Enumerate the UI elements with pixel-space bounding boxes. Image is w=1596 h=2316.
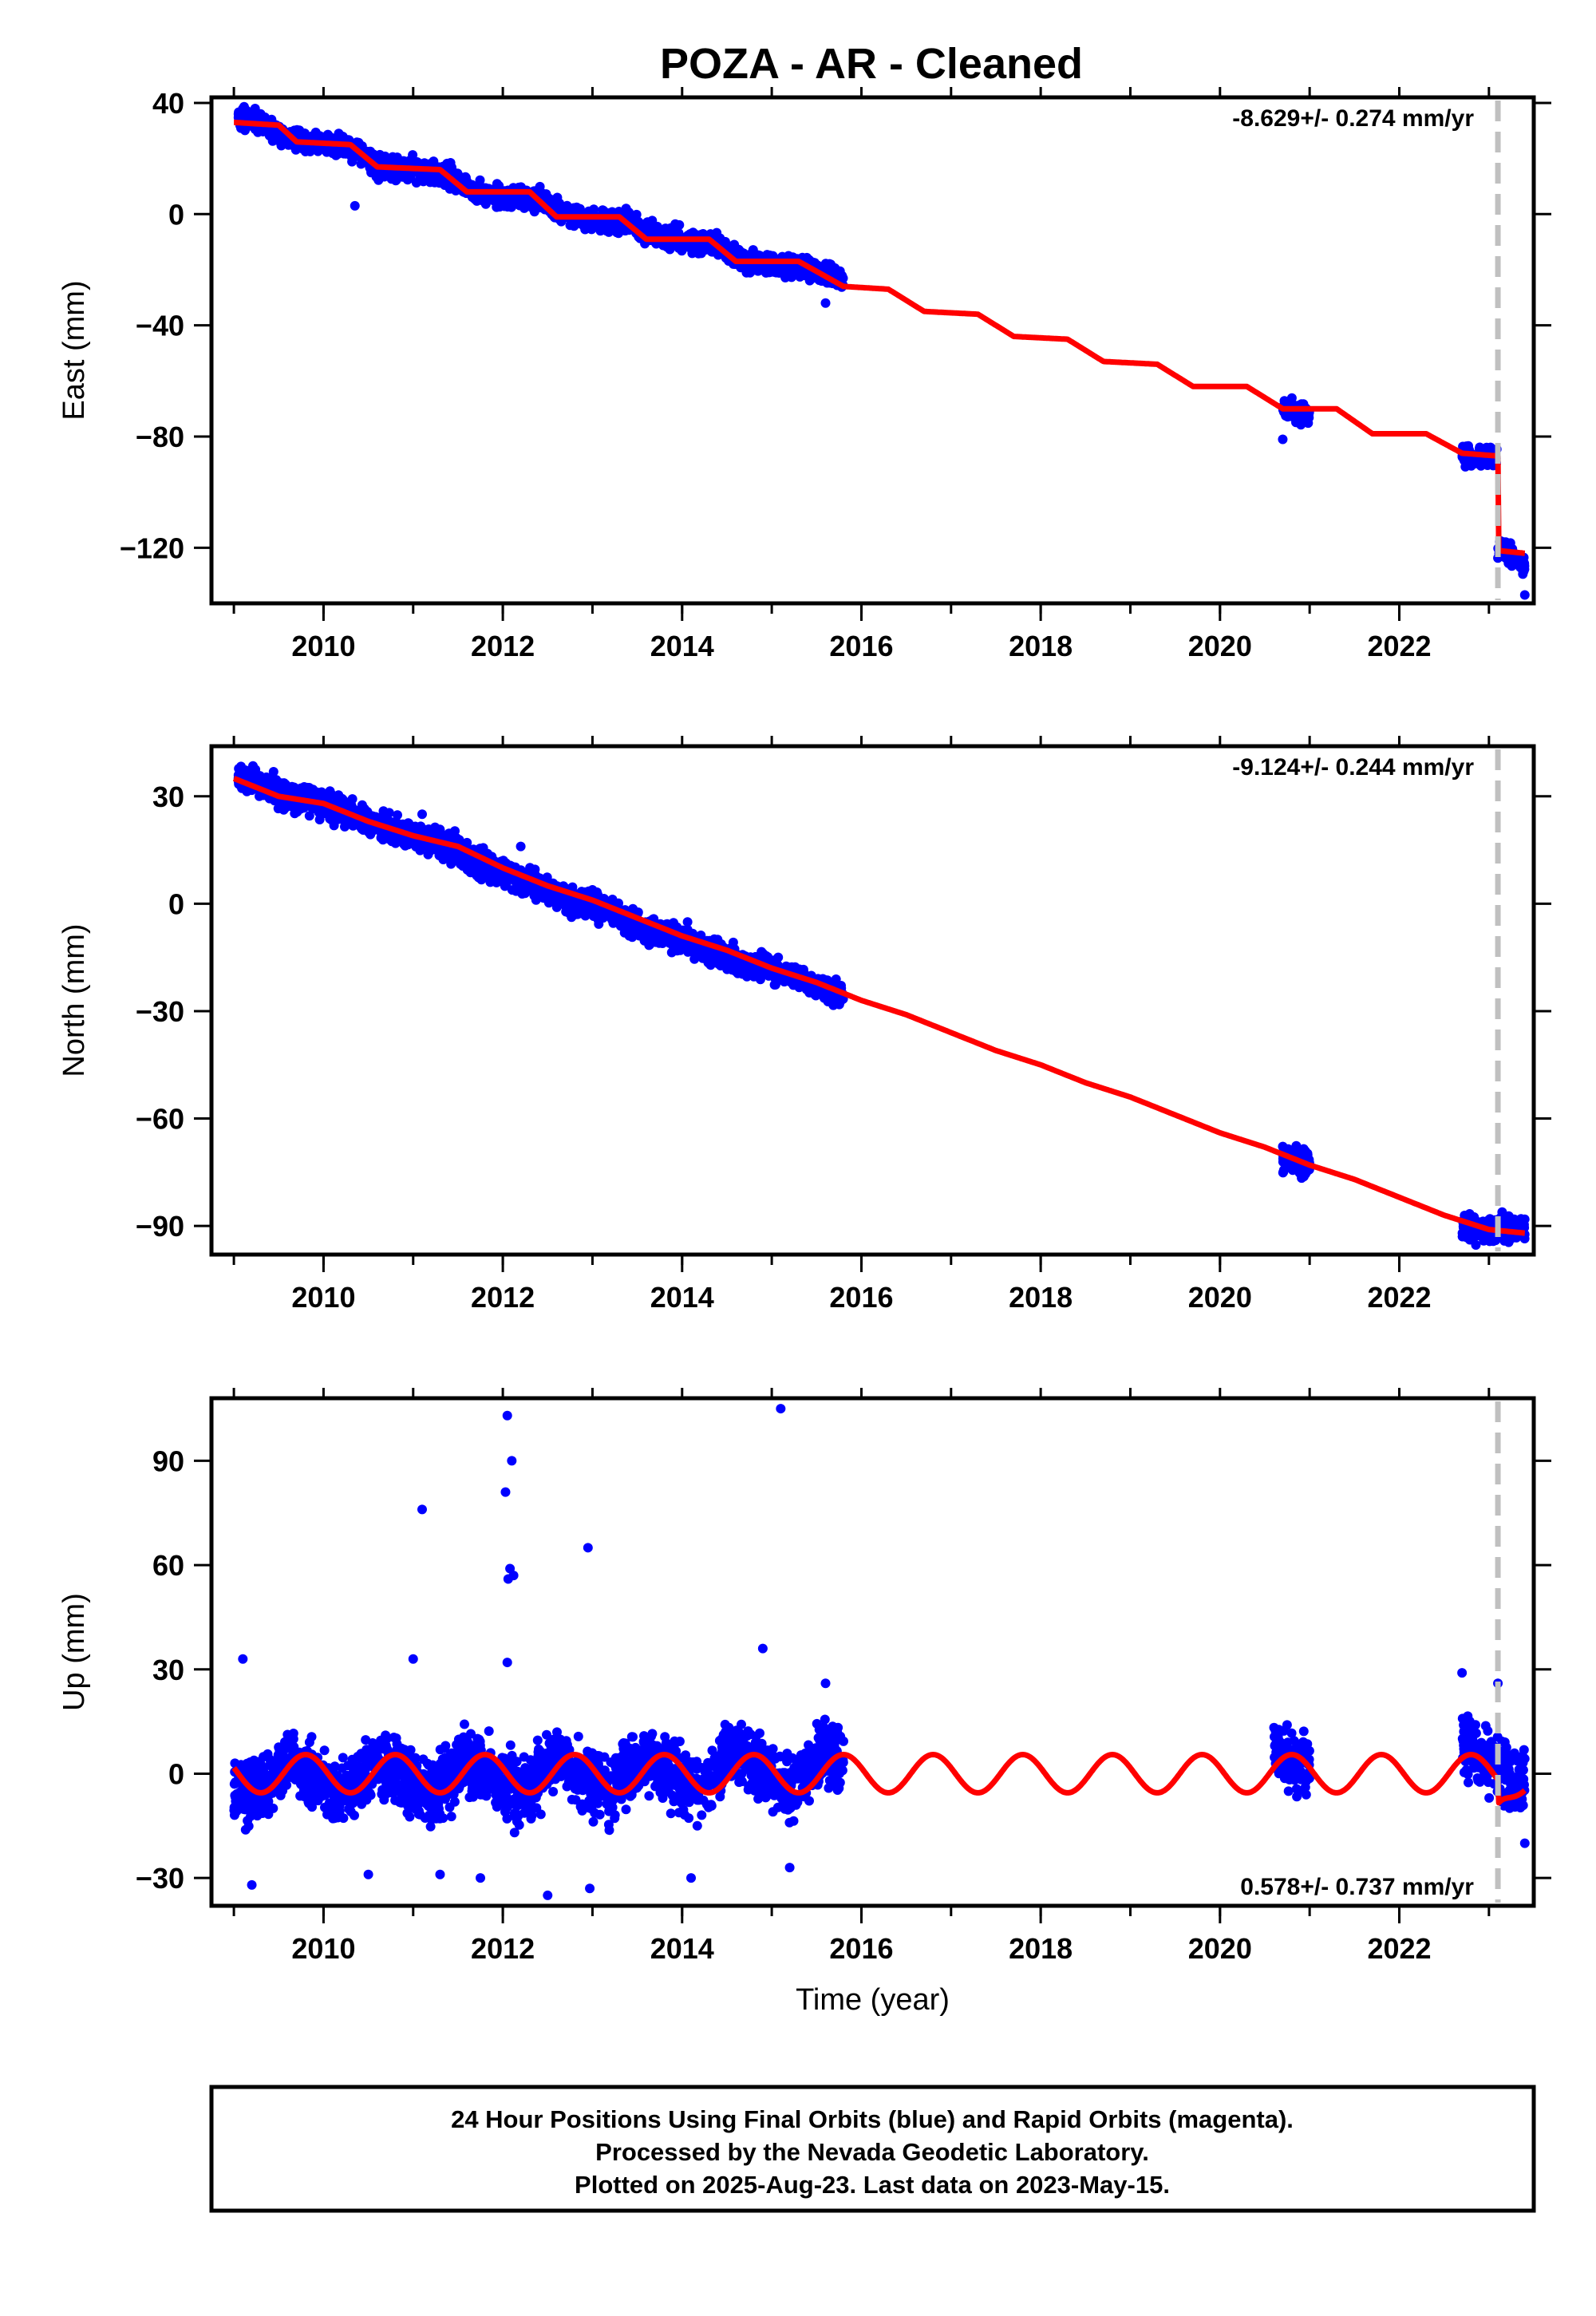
north-data-point	[810, 990, 820, 1000]
north-data-point	[270, 778, 280, 788]
north-data-point	[773, 952, 784, 962]
north-data-point	[289, 782, 299, 792]
east-data-point	[408, 150, 418, 160]
east-x-tick-label: 2014	[650, 630, 714, 662]
figure-title: POZA - AR - Cleaned	[660, 40, 1083, 88]
north-data-point	[236, 761, 246, 772]
east-x-tick-label: 2012	[471, 630, 535, 662]
north-data-point	[334, 790, 344, 800]
north-data-point	[458, 858, 468, 868]
east-data-point	[1512, 559, 1523, 569]
east-data-point	[1518, 569, 1528, 579]
east-data-point	[549, 196, 559, 207]
north-panel: 2010 2012 2014 2016 2018 2020 2022300−30−60−90…	[57, 736, 1551, 1314]
east-x-tick-label: 2020	[1188, 630, 1252, 662]
north-data-point	[415, 845, 425, 856]
north-data-point	[654, 938, 665, 948]
north-data-point	[1288, 1165, 1298, 1176]
north-data-point	[314, 815, 325, 824]
north-data-point	[514, 879, 524, 890]
north-data-point	[747, 963, 757, 974]
east-data-point	[422, 173, 432, 184]
east-data-point	[388, 171, 398, 181]
north-data-point	[377, 812, 387, 823]
east-x-tick-label: 2010	[291, 630, 355, 662]
east-outlier-point	[1519, 590, 1530, 600]
north-data-point	[628, 923, 638, 933]
north-data-point	[406, 822, 417, 832]
north-data-point	[761, 951, 771, 961]
east-plot-area	[231, 101, 1530, 600]
north-plot-area	[231, 761, 1530, 1250]
east-outlier-point	[820, 298, 831, 308]
north-data-point	[565, 901, 575, 911]
east-y-tick-label: −120	[120, 532, 184, 564]
north-data-point	[757, 970, 768, 981]
east-panel: 2010 2012 2014 2016 2018 2020 2022 40 0 −40 −80 −12…	[57, 87, 1551, 662]
east-data-point	[346, 152, 357, 162]
east-data-point	[736, 247, 746, 257]
east-x-tick-label: 2016	[829, 630, 893, 662]
east-y-tick-label: 0	[168, 198, 184, 231]
north-data-point	[666, 947, 677, 958]
north-data-point	[628, 931, 638, 941]
east-rate-label: -8.629+/- 0.274 mm/yr	[1232, 105, 1474, 132]
east-data-point	[440, 180, 450, 190]
east-data-point	[516, 198, 526, 208]
north-data-point	[722, 956, 733, 966]
east-data-point	[310, 127, 321, 137]
east-data-point	[665, 244, 675, 255]
east-x-tick-label: 2022	[1367, 630, 1431, 662]
north-data-point	[416, 824, 426, 835]
east-data-point	[327, 148, 338, 158]
north-data-point	[391, 816, 401, 827]
east-data-point	[687, 241, 697, 251]
east-data-point	[405, 173, 416, 184]
east-data-point	[500, 201, 510, 211]
east-data-point	[1292, 415, 1302, 425]
north-data-point	[308, 804, 318, 814]
north-data-point	[500, 881, 510, 891]
east-data-point	[283, 140, 294, 150]
east-x-tick-label: 2018	[1009, 630, 1073, 662]
east-data-point	[670, 219, 681, 229]
east-outlier-point	[350, 200, 360, 211]
east-data-point	[1281, 411, 1291, 421]
east-y-axis-label: East (mm)	[57, 280, 91, 420]
north-data-point	[530, 887, 540, 897]
north-data-point	[640, 925, 650, 935]
east-data-point	[1503, 558, 1514, 568]
east-data-point	[475, 193, 485, 204]
east-data-point	[621, 204, 631, 214]
east-y-tick-label: 40	[152, 87, 184, 120]
east-outlier-point	[1278, 434, 1288, 445]
north-data-point	[326, 815, 337, 825]
east-y-tick-label: −80	[136, 421, 184, 453]
east-y-tick-label: −40	[136, 310, 184, 342]
east-data-point	[595, 220, 606, 231]
north-data-point	[542, 872, 552, 883]
north-data-point	[1302, 1148, 1313, 1159]
east-data-point	[447, 162, 456, 172]
north-data-point	[479, 862, 488, 872]
east-data-point	[729, 239, 740, 250]
north-data-point	[730, 966, 741, 976]
north-data-point	[468, 857, 478, 868]
east-model-curve	[231, 119, 1527, 556]
north-data-point	[434, 850, 444, 860]
north-data-point	[645, 939, 655, 950]
north-data-point	[530, 864, 540, 875]
